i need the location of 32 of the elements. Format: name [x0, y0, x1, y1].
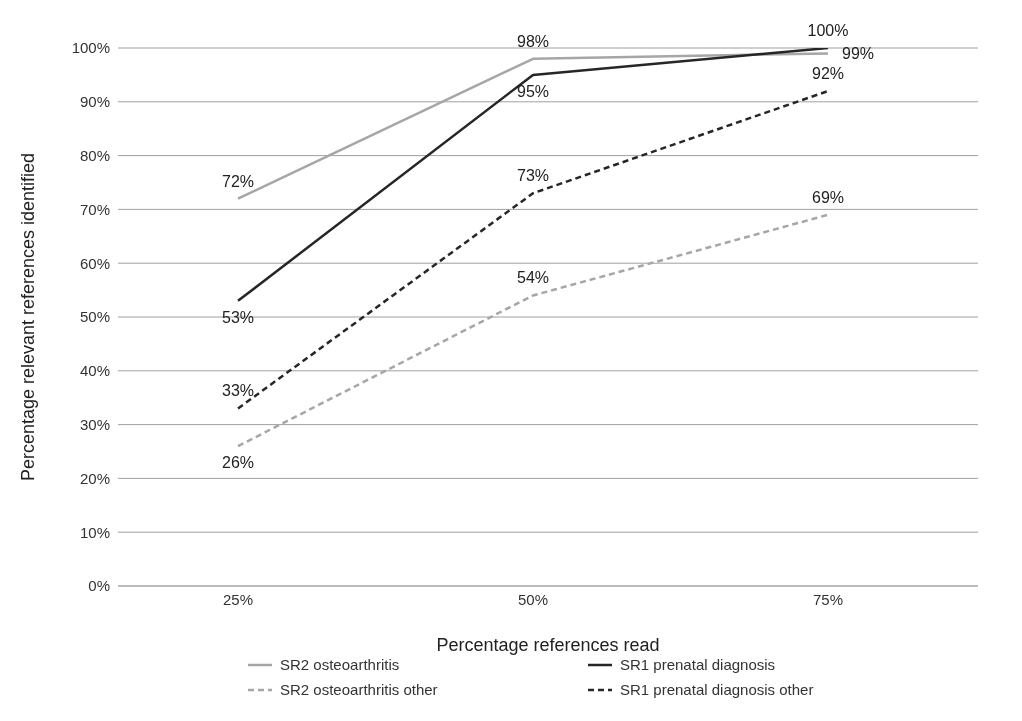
data-label: 99% — [842, 45, 875, 63]
data-label: 98% — [516, 32, 550, 50]
legend-label: SR1 prenatal diagnosis other — [620, 681, 814, 698]
data-label: 95% — [516, 82, 550, 100]
x-tick-label: 75% — [812, 590, 844, 608]
y-tick-label: 80% — [79, 146, 110, 164]
y-tick-label: 0% — [88, 577, 110, 595]
y-tick-label: 10% — [79, 523, 110, 541]
x-tick-label: 50% — [517, 590, 549, 608]
y-tick-label: 30% — [79, 415, 110, 433]
data-label: 72% — [221, 172, 255, 190]
y-tick-label: 70% — [79, 200, 110, 218]
legend-label: SR2 osteoarthritis other — [280, 681, 438, 698]
data-label: 33% — [221, 382, 255, 400]
legend-label: SR1 prenatal diagnosis — [620, 656, 776, 673]
data-label: 92% — [811, 65, 845, 83]
y-tick-label: 20% — [79, 469, 110, 487]
data-label: 54% — [516, 269, 550, 287]
y-tick-label: 60% — [79, 254, 110, 272]
data-label: 69% — [811, 188, 845, 206]
data-label: 53% — [221, 308, 255, 326]
x-axis-title: Percentage references read — [436, 635, 660, 655]
legend-label: SR2 osteoarthritis — [280, 656, 400, 673]
y-tick-label: 90% — [79, 93, 110, 111]
data-label: 100% — [807, 22, 849, 39]
y-tick-label: 50% — [79, 308, 110, 326]
y-tick-label: 40% — [79, 362, 110, 380]
data-label: 26% — [221, 454, 255, 472]
y-tick-label: 100% — [71, 39, 110, 57]
x-tick-label: 25% — [222, 590, 254, 608]
y-axis-title: Percentage relevant references identified — [18, 152, 39, 482]
data-label: 73% — [516, 167, 550, 185]
